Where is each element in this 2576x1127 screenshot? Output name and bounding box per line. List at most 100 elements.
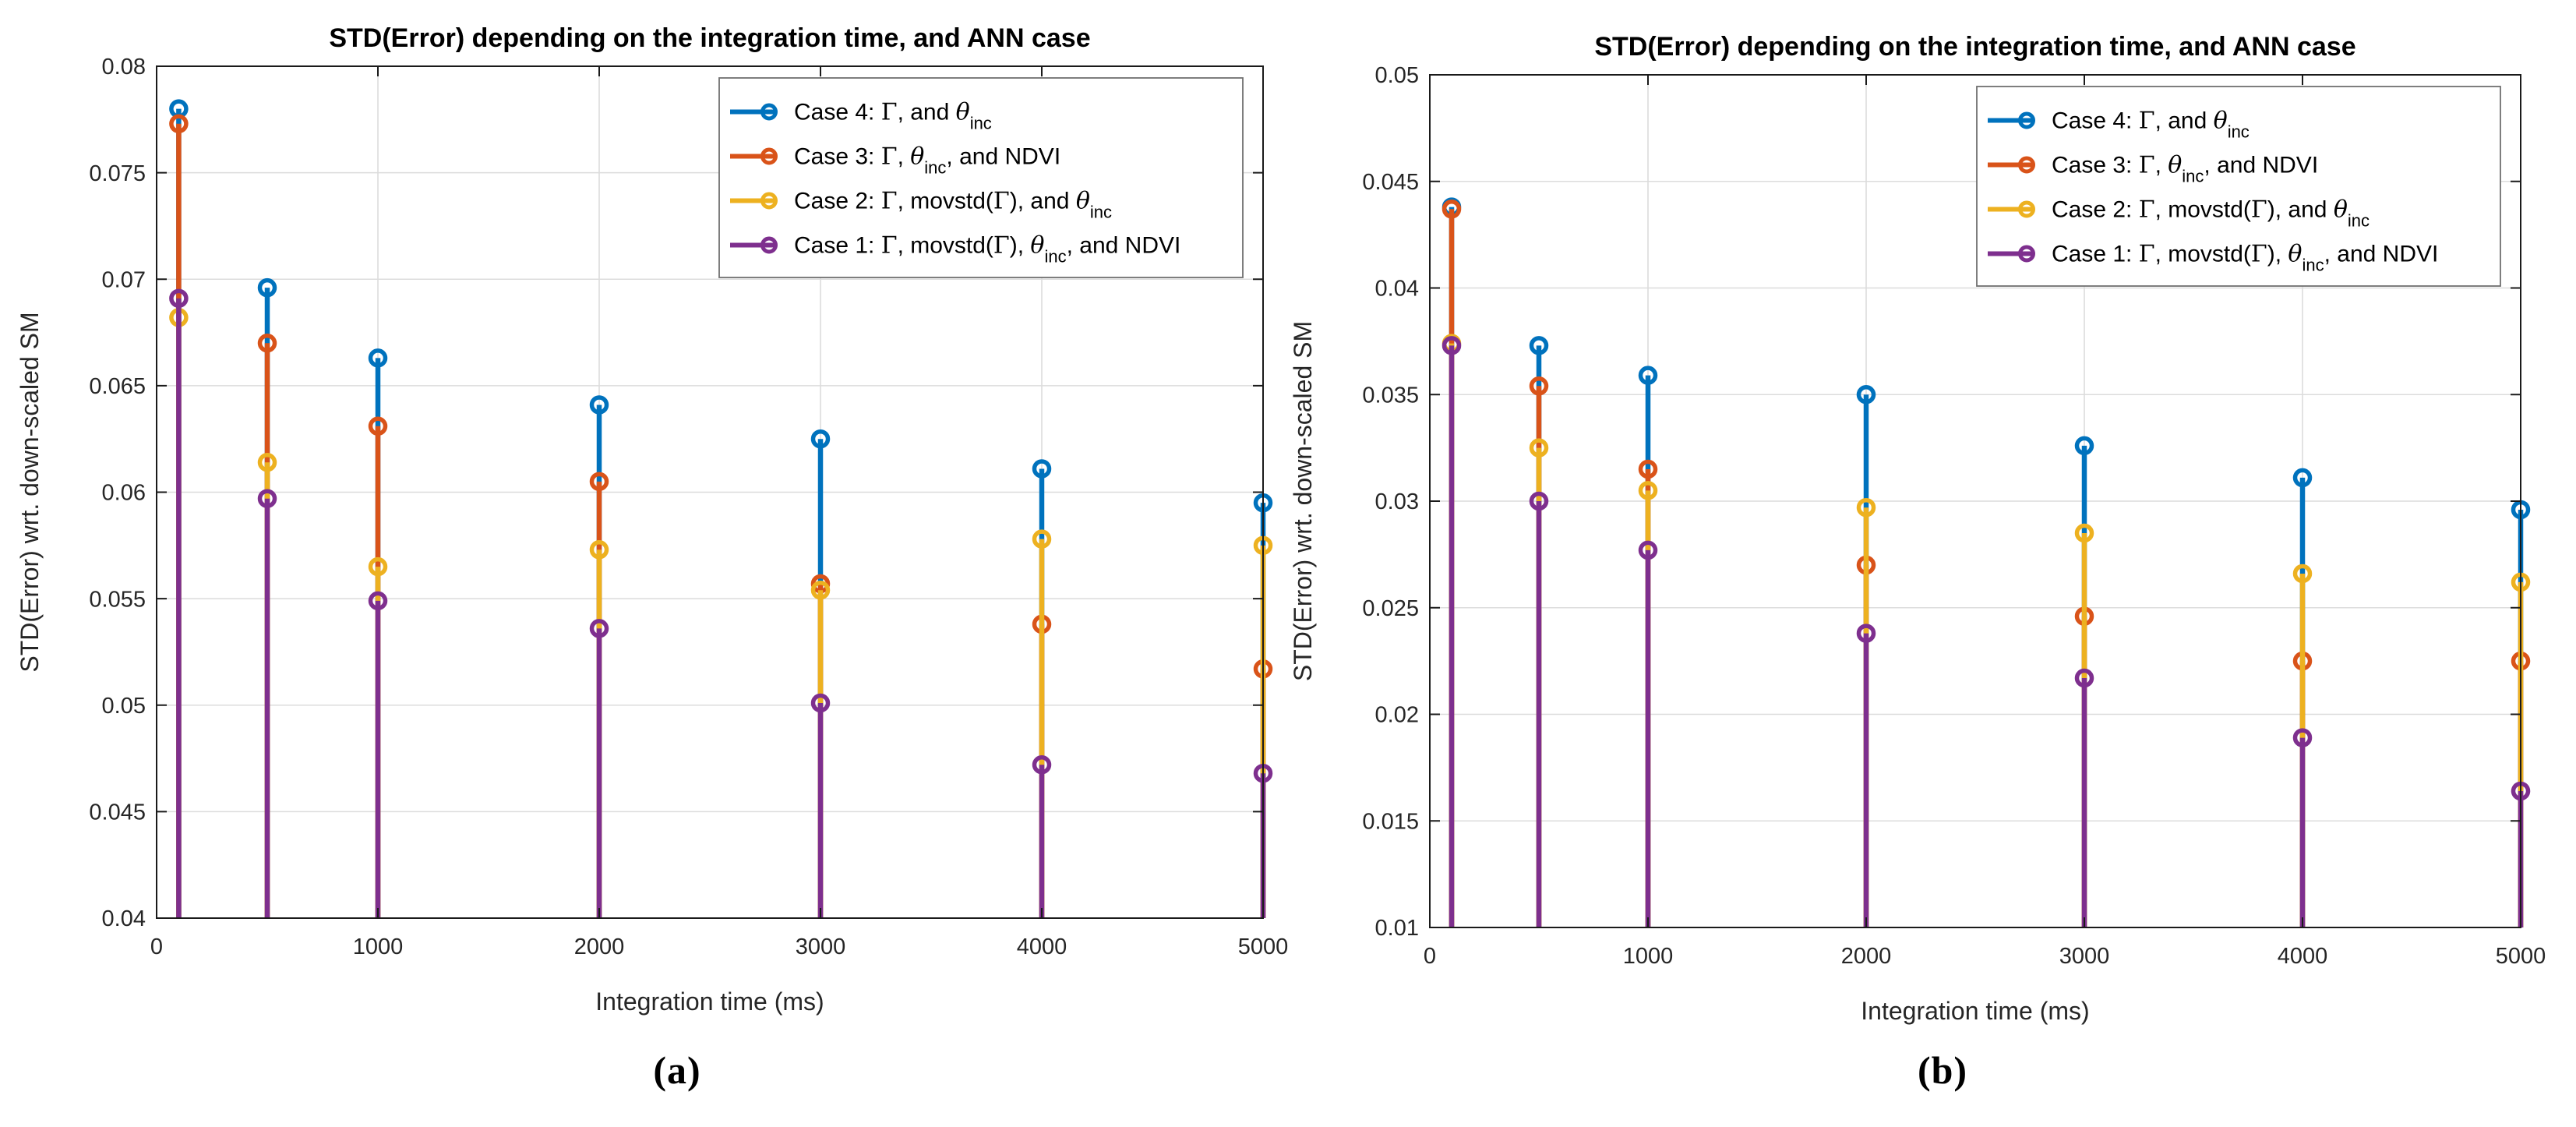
legend-marker: [760, 103, 778, 121]
ytick-label: 0.055: [89, 587, 146, 612]
stem-marker: [810, 693, 831, 713]
stem-marker: [257, 452, 277, 472]
legend-label: Case 4: Γ, and θinc: [794, 99, 992, 133]
legend-entry-case4: Case 4: Γ, and θinc: [730, 99, 992, 133]
legend-marker: [2018, 156, 2035, 174]
ytick-label: 0.02: [1375, 703, 1419, 728]
stem-marker: [368, 416, 388, 436]
xtick-label: 1000: [353, 934, 404, 959]
legend-label: Case 3: Γ, θinc, and NDVI: [2052, 152, 2318, 186]
stem-marker: [1529, 438, 1549, 458]
ytick-label: 0.075: [89, 161, 146, 186]
stem-chart-b: 0.01 0.015 0.02 0.025 0.03 0.035 0.04 0.045 0.05…: [1289, 32, 2546, 1025]
stem-marker: [368, 348, 388, 368]
legend-label: Case 1: Γ, movstd(Γ), θinc, and NDVI: [2052, 241, 2438, 275]
series-case4: [1442, 197, 2531, 927]
xtick-label: 3000: [2059, 944, 2110, 969]
stem-marker: [1442, 336, 1462, 355]
legend-entry-case1: Case 1: Γ, movstd(Γ), θinc, and NDVI: [1988, 241, 2438, 275]
ytick-label: 0.05: [1375, 63, 1419, 88]
x-axis-label: Integration time (ms): [1861, 997, 2089, 1025]
stem-marker: [589, 395, 609, 415]
stem-marker: [2074, 436, 2094, 456]
y-axis-label: STD(Error) wrt. down-scaled SM: [1289, 321, 1317, 681]
legend-label: Case 1: Γ, movstd(Γ), θinc, and NDVI: [794, 232, 1180, 267]
ytick-label: 0.05: [102, 694, 146, 719]
stem-marker: [169, 114, 189, 134]
series-case2: [1442, 334, 2531, 927]
stem-marker: [1529, 376, 1549, 396]
legend-label: Case 2: Γ, movstd(Γ), and θinc: [794, 188, 1112, 222]
xtick-label: 0: [1424, 944, 1436, 969]
ytick-label: 0.06: [102, 481, 146, 506]
ytick-label: 0.045: [89, 800, 146, 825]
y-axis-label: STD(Error) wrt. down-scaled SM: [16, 312, 44, 672]
series-case2: [169, 308, 1273, 918]
xtick-label: 2000: [1841, 944, 1892, 969]
legend-entry-case2: Case 2: Γ, movstd(Γ), and θinc: [730, 188, 1112, 222]
legend-entry-case4: Case 4: Γ, and θinc: [1988, 108, 2250, 142]
ytick-label: 0.045: [1362, 170, 1419, 195]
legend-marker: [2018, 245, 2035, 263]
stem-marker: [1638, 540, 1658, 560]
legend-box: [718, 77, 1244, 278]
x-axis-label: Integration time (ms): [595, 987, 824, 1016]
stem-marker: [257, 277, 277, 298]
series-case1: [1442, 336, 2531, 927]
ytick-label: 0.015: [1362, 809, 1419, 834]
legend-entry-case2: Case 2: Γ, movstd(Γ), and θinc: [1988, 196, 2370, 231]
stem-marker: [1856, 385, 1876, 405]
stem-marker: [810, 429, 831, 449]
stem-marker: [257, 489, 277, 508]
xtick-label: 5000: [2496, 944, 2546, 969]
stem-marker: [1032, 755, 1052, 775]
legend: Case 4: Γ, and θinc Case 3: Γ, θinc, and …: [718, 77, 1244, 278]
stem-chart-a: 0.04 0.045 0.05 0.055 0.06 0.065 0.07 0.075 0.08…: [16, 23, 1288, 1016]
chart-title: STD(Error) depending on the integration …: [329, 23, 1090, 53]
legend-entry-case3: Case 3: Γ, θinc, and NDVI: [1988, 152, 2318, 186]
xtick-label: 5000: [1238, 934, 1288, 959]
stem-marker: [589, 472, 609, 492]
stem-marker: [1032, 459, 1052, 479]
legend-marker: [760, 192, 778, 210]
ytick-label: 0.025: [1362, 596, 1419, 621]
stem-marker: [1638, 366, 1658, 385]
caption-b: (b): [1917, 1048, 1968, 1092]
stem-marker: [2292, 468, 2313, 488]
stem-marker: [1032, 529, 1052, 549]
stem-marker: [1856, 497, 1876, 518]
stem-marker: [1529, 336, 1549, 355]
ytick-label: 0.01: [1375, 916, 1419, 941]
legend-label: Case 4: Γ, and θinc: [2052, 108, 2250, 142]
ytick-label: 0.07: [102, 267, 146, 292]
series-case3: [1442, 200, 2531, 927]
stem-marker: [368, 556, 388, 577]
legend-entry-case3: Case 3: Γ, θinc, and NDVI: [730, 143, 1060, 178]
xtick-label: 3000: [796, 934, 846, 959]
stem-marker: [589, 540, 609, 560]
legend-label: Case 2: Γ, movstd(Γ), and θinc: [2052, 196, 2370, 231]
xtick-label: 2000: [574, 934, 625, 959]
legend-marker: [760, 147, 778, 165]
stem-marker: [2074, 523, 2094, 543]
panel-b: 0.01 0.015 0.02 0.025 0.03 0.035 0.04 0.045 0.05…: [1288, 0, 2576, 1127]
legend-marker: [760, 236, 778, 254]
stem-marker: [810, 580, 831, 600]
legend-marker: [2018, 111, 2035, 129]
stem-marker: [1442, 200, 1462, 219]
series-case1: [169, 288, 1273, 918]
ytick-label: 0.065: [89, 374, 146, 399]
legend-marker: [2018, 200, 2035, 218]
stem-marker: [1638, 481, 1658, 500]
stem-marker: [2292, 564, 2313, 584]
ytick-label: 0.04: [1375, 277, 1419, 302]
ytick-label: 0.04: [102, 906, 146, 931]
stem-marker: [2074, 668, 2094, 688]
stem-marker: [2292, 728, 2313, 747]
legend: Case 4: Γ, and θinc Case 3: Γ, θinc, and …: [1976, 86, 2501, 287]
stem-marker: [169, 288, 189, 309]
panel-a: 0.04 0.045 0.05 0.055 0.06 0.065 0.07 0.075 0.08…: [16, 23, 1288, 1092]
xtick-label: 1000: [1623, 944, 1674, 969]
stem-marker: [257, 333, 277, 353]
